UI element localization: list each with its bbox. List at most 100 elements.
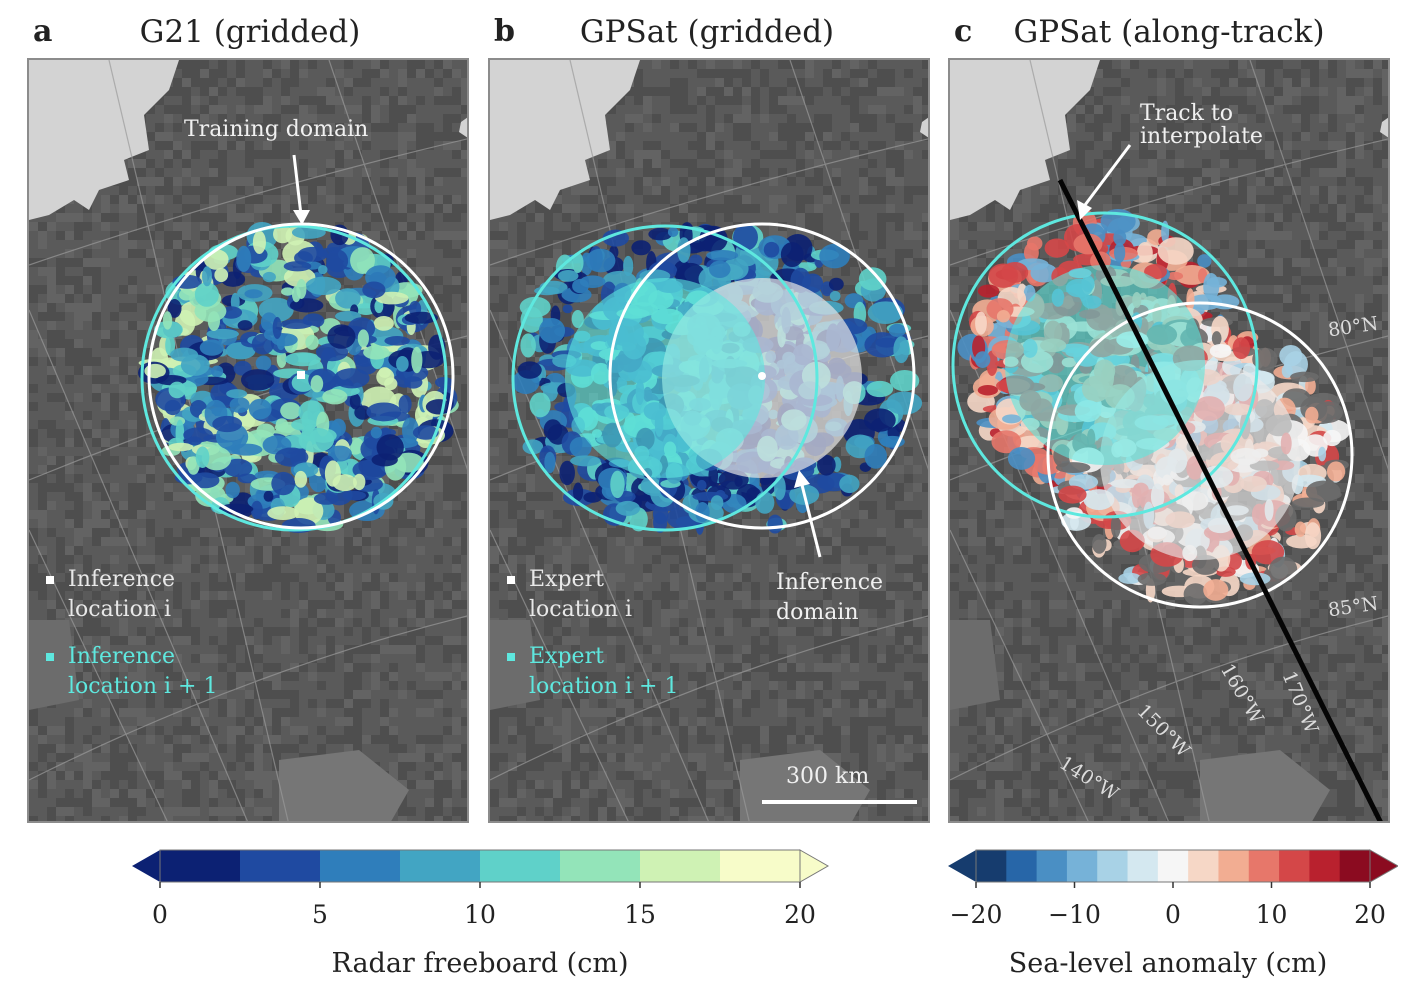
scale-bar-label: 300 km <box>786 764 870 789</box>
legend-expert-i-plus-1: Expert location i + 1 <box>507 642 678 702</box>
inference-domain-label: Inference domain <box>776 568 883 628</box>
panel-b-title: GPSat (gridded) <box>579 14 835 50</box>
map-b-svg <box>490 60 928 821</box>
colorbar-extend-low <box>948 850 976 882</box>
land-island <box>459 117 467 138</box>
colorbar-segment <box>1279 850 1310 882</box>
legend-a-white-line2: location i <box>68 597 172 622</box>
sla-tick-label: −20 <box>949 900 1003 929</box>
land-mass <box>29 60 179 220</box>
white-bullet-icon <box>507 576 515 584</box>
freeboard-tick-label: 10 <box>464 900 496 929</box>
freeboard-tick-label: 20 <box>784 900 816 929</box>
colorbar-segment <box>320 850 401 882</box>
panel-a-title: G21 (gridded) <box>139 14 361 50</box>
track-line1: Track to <box>1140 101 1234 126</box>
colorbar-segment <box>560 850 641 882</box>
legend-inference-i: Inference location i <box>46 565 175 625</box>
colorbar-extend-high <box>799 849 830 883</box>
colorbar-segment <box>1339 850 1371 882</box>
colorbar-segment <box>480 850 561 882</box>
land-mass <box>490 60 640 220</box>
freeboard-data-a <box>138 221 459 534</box>
colorbar-segment <box>160 850 241 882</box>
legend-expert-i: Expert location i <box>507 565 632 625</box>
training-domain-label: Training domain <box>184 117 369 142</box>
sla-tick-label: 0 <box>1165 900 1181 929</box>
expert-circle-white-c <box>1046 301 1354 609</box>
inference-arrow <box>800 484 822 558</box>
inference-domain-disc-cyan-c <box>1005 265 1205 465</box>
map-panel-c: Track to interpolate 80°N 85°N 170°W 160… <box>948 58 1390 823</box>
cyan-bullet-icon <box>507 653 515 661</box>
inference-domain-line1: Inference <box>776 570 884 595</box>
colorbar-segment <box>1309 850 1341 882</box>
sla-tick-label: −10 <box>1048 900 1101 929</box>
land-island <box>920 117 928 138</box>
colorbar-segment <box>720 850 801 882</box>
sla-colorbar-label: Sea-level anomaly (cm) <box>1008 948 1328 979</box>
map-panel-a: Training domain Inference location i Inf… <box>27 58 469 823</box>
map-c-svg <box>950 60 1388 821</box>
panel-c-letter: c <box>954 14 973 49</box>
panel-c-title: GPSat (along-track) <box>1013 14 1325 50</box>
colorbar-segment <box>1218 850 1250 882</box>
track-label: Track to interpolate <box>1140 102 1263 148</box>
sla-colorbar <box>948 849 1398 888</box>
legend-a-cyan-line1: Inference <box>68 644 176 669</box>
training-domain-circle <box>147 222 455 530</box>
freeboard-tick-label: 5 <box>312 900 328 929</box>
colorbar-segment <box>400 850 481 882</box>
track-arrow-head <box>1077 200 1092 220</box>
colorbar-segment <box>1188 850 1219 882</box>
land-mass <box>950 60 1100 220</box>
freeboard-colorbar <box>132 849 830 888</box>
freeboard-tick-label: 0 <box>152 900 168 929</box>
expert-circle-cyan-c <box>951 211 1259 519</box>
legend-b-cyan-line1: Expert <box>529 644 604 669</box>
colorbar-segment <box>1248 850 1280 882</box>
colorbar-segment <box>1036 850 1068 882</box>
colorbar-segment <box>240 850 321 882</box>
expert-circle-white <box>608 222 916 530</box>
colorbar-segment <box>1127 850 1159 882</box>
colorbar-segment <box>1006 850 1038 882</box>
sla-tick-label: 20 <box>1354 900 1386 929</box>
inference-domain-disc-cyan <box>565 278 765 478</box>
legend-b-cyan-line2: location i + 1 <box>529 674 679 699</box>
smooth-ice-patch <box>29 620 409 821</box>
satellite-track <box>1057 178 1383 821</box>
expert-location-marker <box>758 372 766 380</box>
colorbar-segment <box>640 850 721 882</box>
training-arrow <box>292 154 303 216</box>
scale-bar <box>762 800 917 804</box>
panel-b-letter: b <box>494 14 515 49</box>
smooth-ice-patch <box>950 620 1330 821</box>
sla-tick-label: 10 <box>1255 900 1288 929</box>
expert-circle-cyan <box>511 224 819 532</box>
legend-b-white-line1: Expert <box>529 567 604 592</box>
colorbar-extend-low <box>132 850 160 882</box>
colorbar-segment <box>1097 850 1129 882</box>
legend-a-white-line1: Inference <box>68 567 176 592</box>
map-panel-b: Expert location i Expert location i + 1 … <box>488 58 930 823</box>
legend-inference-i-plus-1: Inference location i + 1 <box>46 642 217 702</box>
map-a-svg <box>29 60 467 821</box>
colorbar-segment <box>976 850 1007 882</box>
inference-circle-cyan <box>140 224 448 532</box>
track-arrow <box>1083 144 1132 206</box>
training-arrow-head <box>293 210 310 225</box>
track-line2: interpolate <box>1140 124 1263 149</box>
cyan-bullet-icon <box>46 653 54 661</box>
inference-arrow-head <box>794 470 810 488</box>
inference-domain-line2: domain <box>776 600 859 625</box>
freeboard-colorbar-label: Radar freeboard (cm) <box>331 948 629 979</box>
panel-a-letter: a <box>33 14 53 49</box>
inference-location-marker <box>297 371 305 379</box>
colorbar-segment <box>1157 850 1189 882</box>
legend-b-white-line2: location i <box>529 597 633 622</box>
white-bullet-icon <box>46 576 54 584</box>
legend-a-cyan-line2: location i + 1 <box>68 674 218 699</box>
colorbar-extend-high <box>1369 849 1398 883</box>
freeboard-tick-label: 15 <box>624 900 656 929</box>
